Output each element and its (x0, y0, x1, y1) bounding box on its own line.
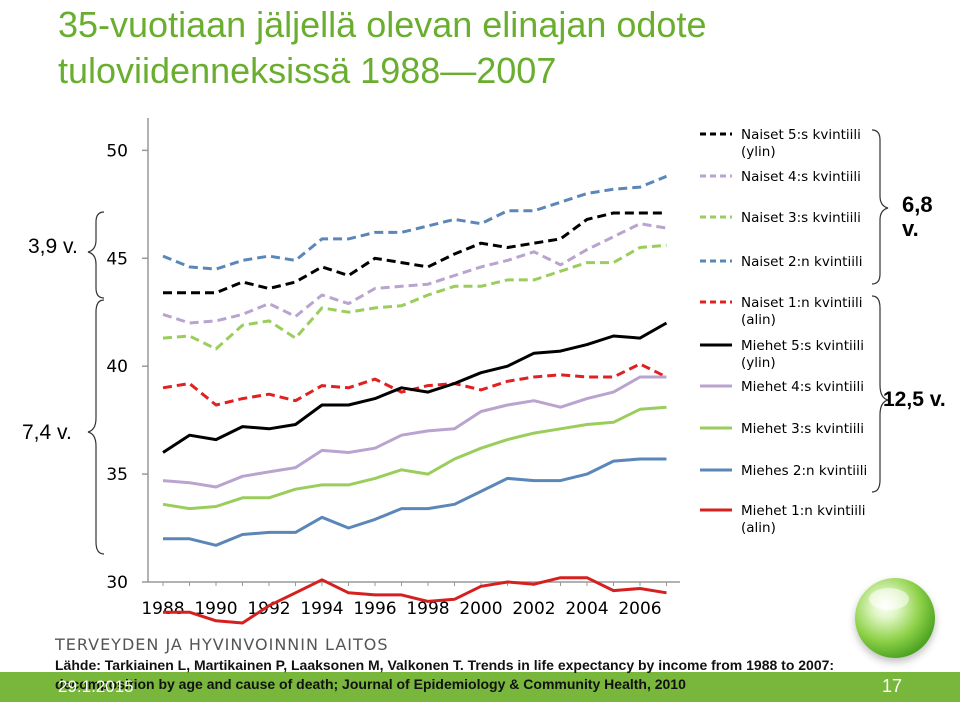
title-line-2: tuloviidenneksissä 1988—2007 (58, 50, 557, 91)
x-tick-label: 2006 (618, 599, 661, 619)
series-line (162, 174, 668, 271)
legend-label: Miehet 1:n kvintiili (alin) (741, 503, 866, 536)
series-line (163, 576, 667, 625)
y-tick-label: 30 (106, 573, 128, 593)
x-tick-label: 1990 (194, 599, 237, 619)
globe-logo-icon (855, 578, 935, 658)
y-tick-label: 45 (106, 249, 128, 269)
x-tick-label: 2000 (459, 599, 502, 619)
page-title: 35-vuotiaan jäljellä olevan elinajan odo… (58, 2, 858, 94)
legend-label: Naiset 5:s kvintiili (ylin) (741, 127, 861, 160)
legend-label: Miehes 2:n kvintiili (741, 463, 867, 479)
series-line (162, 405, 667, 511)
x-tick-label: 2002 (512, 599, 555, 619)
page-number: 17 (881, 676, 902, 696)
x-tick-label: 1994 (300, 599, 343, 619)
y-tick-label: 50 (106, 141, 128, 161)
right-brace-top (871, 129, 889, 285)
footer-bar (0, 672, 960, 702)
y-tick-label: 40 (106, 357, 128, 377)
source-citation: Lähde: Tarkiainen L, Martikainen P, Laak… (55, 657, 835, 692)
chart-series (162, 174, 668, 625)
x-tick-label: 2004 (565, 599, 608, 619)
x-tick-label: 1988 (141, 599, 184, 619)
gap-top-label: 6,8 v. (902, 192, 933, 241)
chart-legend: Naiset 5:s kvintiili (ylin) Naiset 4:s kvi… (700, 127, 867, 536)
legend-label: Naiset 3:s kvintiili (741, 210, 861, 226)
legend-label: Naiset 1:n kvintiili (alin) (741, 295, 862, 328)
x-tick-label: 1996 (353, 599, 396, 619)
gap-bottom-label: 12,5 v. (883, 388, 946, 411)
legend-label: Miehet 4:s kvintiili (741, 379, 864, 395)
series-line (162, 222, 667, 325)
y-tick-label: 35 (106, 465, 128, 485)
series-line (163, 457, 667, 547)
footer-date: 29.1.2015 (58, 677, 134, 696)
x-tick-label: 1998 (406, 599, 449, 619)
brace-annotations (87, 129, 889, 555)
left-brace-men (87, 299, 105, 555)
series-line (162, 243, 667, 351)
legend-label: Miehet 3:s kvintiili (741, 421, 864, 437)
legend-label: Naiset 4:s kvintiili (741, 169, 861, 185)
left-brace-women (87, 211, 105, 299)
right-brace-bottom (871, 295, 889, 493)
title-line-1: 35-vuotiaan jäljellä olevan elinajan odo… (58, 4, 707, 45)
series-line (162, 321, 668, 454)
series-line (163, 211, 667, 295)
gap-women-label: 3,9 v. (28, 235, 78, 258)
series-line (162, 375, 667, 489)
legend-label: Naiset 2:n kvintiili (741, 254, 862, 270)
gap-men-label: 7,4 v. (22, 421, 72, 444)
organization-name: TERVEYDEN JA HYVINVOINNIN LAITOS (55, 635, 389, 654)
legend-label: Miehet 5:s kvintiili (ylin) (741, 338, 864, 371)
